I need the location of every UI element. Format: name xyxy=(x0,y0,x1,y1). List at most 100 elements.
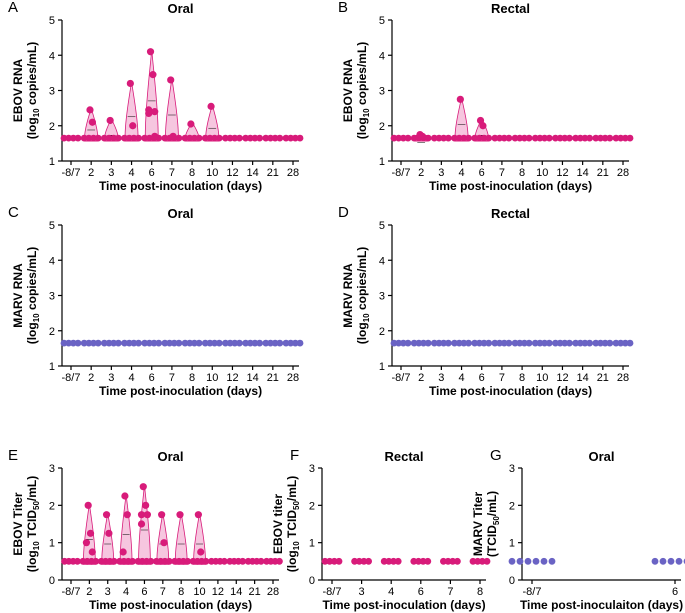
data-point xyxy=(160,539,168,547)
baseline-point xyxy=(444,339,452,347)
y-axis-label: EBOV Titer xyxy=(11,492,25,555)
x-tick-label: 6 xyxy=(418,586,424,598)
baseline-point xyxy=(236,134,243,142)
baseline-point xyxy=(175,134,183,142)
baseline-point xyxy=(399,134,407,142)
data-point xyxy=(88,548,96,556)
y-tick-label: 1 xyxy=(379,361,385,373)
baseline-point xyxy=(390,339,398,347)
y-axis-label: EBOV titer xyxy=(271,494,285,554)
baseline-point xyxy=(581,339,589,347)
y-axis-sublabel: (log10 copies/mL) xyxy=(25,247,41,345)
baseline-point xyxy=(222,134,229,142)
baseline-point xyxy=(404,339,412,347)
baseline-point xyxy=(267,134,274,142)
violin xyxy=(205,104,220,142)
baseline-point xyxy=(355,557,363,565)
baseline-point xyxy=(581,134,589,142)
baseline-point xyxy=(276,339,284,347)
baseline-point xyxy=(121,339,128,347)
data-point xyxy=(86,529,95,537)
data-point xyxy=(145,109,153,118)
baseline-point xyxy=(675,557,683,565)
y-tick-label: 3 xyxy=(509,463,515,475)
baseline-point xyxy=(90,339,97,347)
panel-letter: F xyxy=(290,447,299,464)
baseline-point xyxy=(202,557,210,565)
baseline-point xyxy=(548,557,556,565)
baseline-point xyxy=(380,557,388,565)
baseline-point xyxy=(222,339,229,347)
baseline-point xyxy=(449,557,457,565)
baseline-point xyxy=(326,557,334,565)
y-tick-label: 2 xyxy=(49,326,55,338)
data-point xyxy=(169,132,177,140)
baseline-point xyxy=(420,339,427,347)
baseline-point xyxy=(236,339,243,347)
chart-title: Oral xyxy=(167,1,193,16)
baseline-point xyxy=(597,134,604,142)
baseline-point xyxy=(496,134,503,142)
baseline-point xyxy=(505,339,513,347)
baseline-point xyxy=(276,134,284,142)
baseline-point xyxy=(94,339,102,347)
baseline-point xyxy=(215,134,223,142)
baseline-point xyxy=(586,134,594,142)
data-point xyxy=(167,76,175,84)
baseline-point xyxy=(145,339,153,347)
baseline-point xyxy=(211,339,219,347)
baseline-point xyxy=(186,134,194,142)
x-axis-label: Time post-inoculation (days) xyxy=(89,598,252,612)
baseline-point xyxy=(256,339,264,347)
panel-letter: C xyxy=(8,204,19,221)
baseline-point xyxy=(166,339,173,347)
y-tick-label: 1 xyxy=(49,361,55,373)
baseline-point xyxy=(74,557,81,565)
baseline-point xyxy=(251,134,259,142)
x-tick-label: 4 xyxy=(458,372,464,384)
x-tick-label: 14 xyxy=(247,167,259,179)
baseline-point xyxy=(460,134,468,142)
x-tick-label: 14 xyxy=(247,372,259,384)
baseline-point xyxy=(508,557,516,565)
baseline-point xyxy=(612,339,620,347)
baseline-point xyxy=(606,339,614,347)
y-axis-sublabel: (log10 TCID50/mL) xyxy=(285,476,301,573)
x-axis-label: Time post-inoculation (days) xyxy=(429,179,592,193)
baseline-point xyxy=(576,339,584,347)
baseline-point xyxy=(491,339,499,347)
y-tick-label: 1 xyxy=(509,538,515,550)
x-tick-label: 21 xyxy=(597,167,609,179)
y-tick-label: 1 xyxy=(379,156,385,168)
baseline-point xyxy=(141,134,149,142)
x-tick-label: 8 xyxy=(189,372,195,384)
baseline-point xyxy=(211,134,219,142)
x-tick-label: 6 xyxy=(141,586,147,598)
baseline-point xyxy=(521,134,528,142)
x-tick-label: 6 xyxy=(149,372,155,384)
y-tick-label: 2 xyxy=(379,326,385,338)
y-axis-label: EBOV RNA xyxy=(11,58,25,122)
x-tick-label: 2 xyxy=(88,372,94,384)
data-point xyxy=(106,116,114,125)
y-tick-label: 1 xyxy=(49,156,55,168)
baseline-point xyxy=(471,134,479,142)
baseline-point xyxy=(231,134,239,142)
baseline-point xyxy=(465,134,472,142)
baseline-point xyxy=(92,557,100,565)
baseline-point xyxy=(94,134,102,142)
baseline-point xyxy=(536,339,544,347)
data-point xyxy=(197,548,205,556)
baseline-point xyxy=(360,557,368,565)
y-axis-sublabel: (log10 copies/mL) xyxy=(25,42,41,140)
baseline-point xyxy=(500,134,508,142)
baseline-point xyxy=(483,557,491,565)
baseline-point xyxy=(455,339,463,347)
baseline-point xyxy=(601,134,609,142)
baseline-point xyxy=(485,134,493,142)
data-point xyxy=(143,511,151,519)
baseline-point xyxy=(440,557,447,565)
